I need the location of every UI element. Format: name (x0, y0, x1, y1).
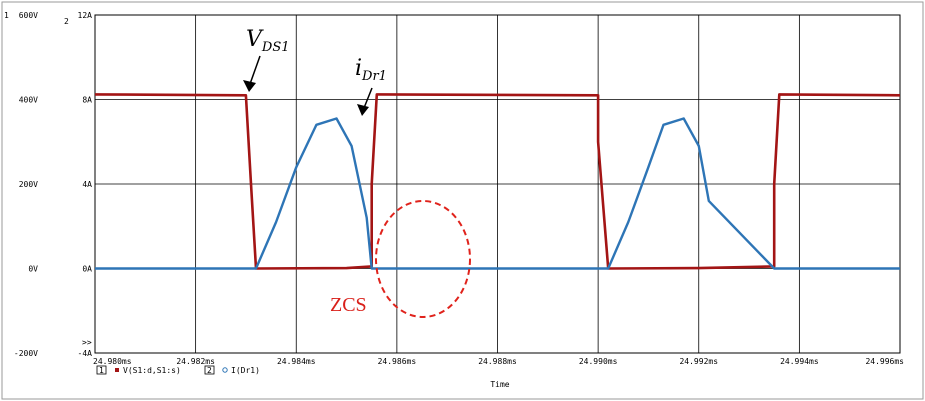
series-group (94, 93, 901, 270)
y1-tick-label: 600V (19, 11, 38, 20)
x-axis-label: Time (490, 380, 509, 389)
plot-frame (94, 14, 901, 354)
x-tick-label: 24.988ms (478, 357, 517, 366)
series-idr1-line (95, 117, 900, 270)
y2-tick-label: 12A (78, 11, 93, 20)
legend-label-2: I(Dr1) (231, 366, 260, 375)
x-tick-label: 24.984ms (277, 357, 316, 366)
x-tick-label: 24.994ms (780, 357, 819, 366)
vds1-arrowhead (243, 80, 256, 92)
y1-tick-label: 400V (19, 96, 38, 105)
y2-tick-label: -4A (78, 349, 93, 358)
legend-swatch-2 (222, 367, 228, 373)
y2-tick-label: 0A (82, 265, 92, 274)
series-vds1-line (94, 93, 901, 270)
y1-tick-label: 200V (19, 180, 38, 189)
x-tick-label: 24.996ms (865, 357, 904, 366)
x-tick-label: 24.992ms (679, 357, 718, 366)
y1-tick-label: -200V (14, 349, 38, 358)
y2-tick-label: 4A (82, 180, 92, 189)
idr1-arrow (363, 87, 373, 109)
vds1-arrow (249, 55, 261, 85)
x-tick-labels: 24.980ms 24.982ms 24.984ms 24.986ms 24.988ms… (93, 357, 904, 366)
overflow-marker: >> (82, 338, 92, 347)
legend-box-1 (96, 365, 107, 375)
x-tick-label: 24.980ms (93, 357, 132, 366)
legend-swatch-1 (115, 368, 119, 372)
x-tick-label: 24.990ms (579, 357, 618, 366)
axis-2-id: 2 (64, 17, 69, 26)
axis-1-id: 1 (4, 11, 9, 20)
y-tick-labels: 600V 400V 200V 0V -200V 12A 8A 4A 0A -4A (14, 11, 92, 358)
x-tick-label: 24.986ms (378, 357, 417, 366)
zcs-ellipse (375, 200, 471, 318)
legend-index-2: 2 (207, 366, 212, 375)
y2-tick-label: 8A (82, 96, 92, 105)
legend-box-2 (204, 365, 215, 375)
idr1-arrowhead (357, 104, 369, 116)
grid (95, 15, 900, 353)
legend-label-1: V(S1:d,S1:s) (123, 366, 181, 375)
x-tick-label: 24.982ms (176, 357, 215, 366)
legend: 1 V(S1:d,S1:s) 2 I(Dr1) (96, 365, 260, 375)
zcs-label: ZCS (330, 294, 367, 316)
idr1-annotation: iDr1 (355, 56, 387, 84)
y1-tick-label: 0V (28, 265, 38, 274)
vds1-annotation: VDS1 (246, 27, 290, 55)
legend-index-1: 1 (99, 366, 104, 375)
